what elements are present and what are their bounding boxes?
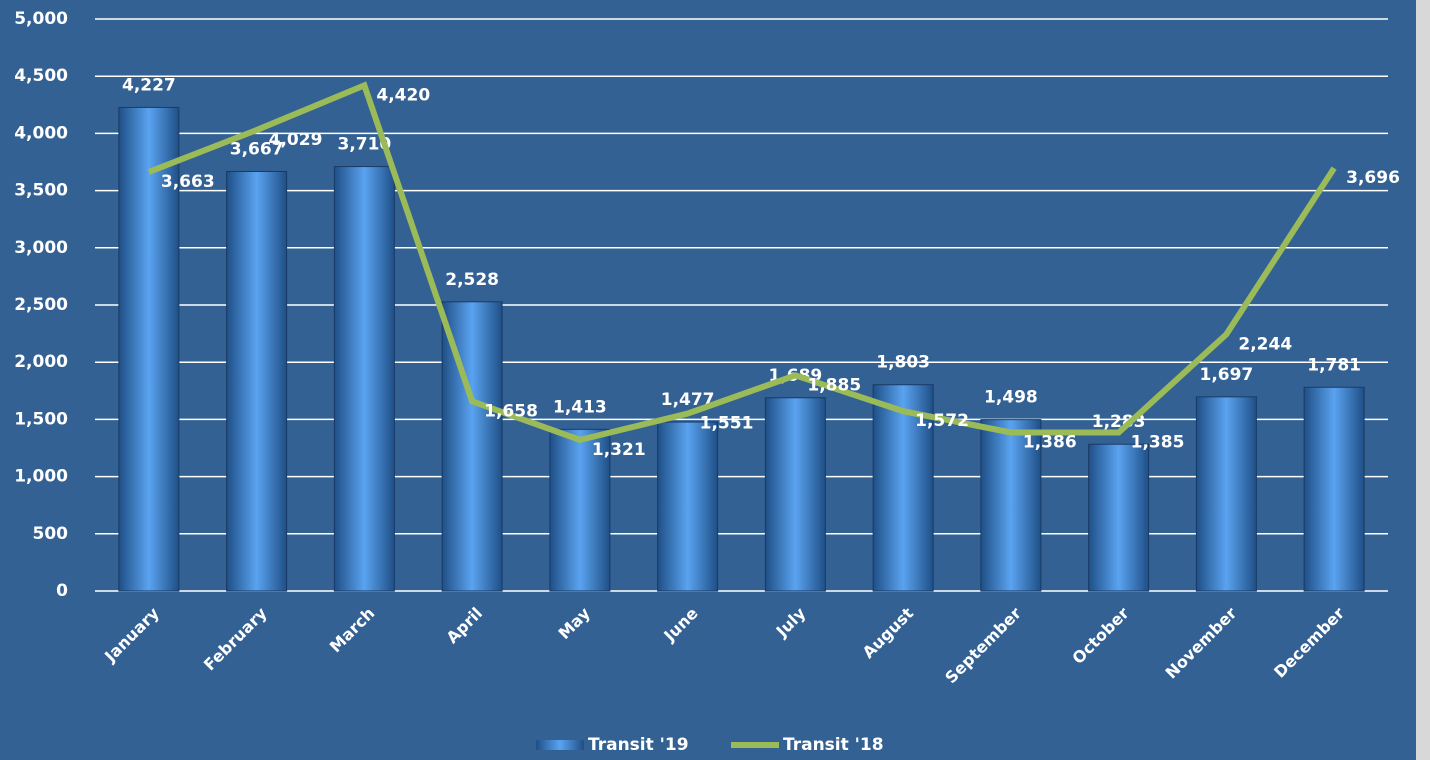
bar-label: 3,667	[230, 139, 284, 159]
bar	[657, 421, 719, 592]
line-label: 1,551	[700, 414, 754, 434]
bar-label: 1,413	[553, 397, 607, 417]
bar-label: 3,710	[337, 135, 391, 155]
y-tick-label: 1,500	[14, 409, 68, 429]
line-label: 1,385	[1131, 433, 1185, 453]
bar-label: 4,227	[122, 75, 176, 95]
legend-label: Transit '18	[783, 735, 884, 755]
bar-label: 1,803	[876, 353, 930, 373]
bar	[333, 166, 395, 592]
y-tick-label: 3,000	[14, 238, 68, 258]
bar-label: 1,477	[661, 390, 715, 410]
bar	[764, 397, 826, 592]
line-label: 1,658	[484, 401, 538, 421]
line-label: 1,885	[807, 375, 861, 395]
line-label: 3,696	[1346, 168, 1400, 188]
line	[147, 81, 1337, 444]
y-tick-label: 500	[33, 524, 69, 544]
bar	[226, 170, 288, 592]
legend-swatch	[536, 740, 584, 750]
side-strip	[1416, 0, 1430, 760]
bar-label: 2,528	[445, 270, 499, 290]
line-label: 1,572	[915, 411, 969, 431]
line-label: 1,386	[1023, 432, 1077, 452]
bar	[1088, 443, 1150, 592]
bar-label: 1,697	[1199, 365, 1253, 385]
line-label: 1,321	[592, 440, 646, 460]
line-label: 2,244	[1238, 334, 1292, 354]
y-tick-label: 3,500	[14, 181, 68, 201]
y-tick-label: 0	[56, 581, 68, 601]
y-tick-label: 5,000	[14, 9, 68, 29]
legend-label: Transit '19	[588, 735, 689, 755]
line-label: 3,663	[161, 172, 215, 192]
line-label: 4,029	[269, 130, 323, 150]
bar-label: 1,498	[984, 388, 1038, 408]
line-label: 4,420	[376, 85, 430, 105]
y-tick-label: 1,000	[14, 467, 68, 487]
bar	[1303, 386, 1365, 592]
y-tick-label: 2,500	[14, 295, 68, 315]
bar	[980, 419, 1042, 592]
y-tick-label: 2,000	[14, 352, 68, 372]
bar	[872, 384, 934, 592]
bar	[549, 428, 611, 592]
bar	[1195, 396, 1257, 592]
y-tick-label: 4,000	[14, 123, 68, 143]
bar-label: 1,781	[1307, 355, 1361, 375]
y-tick-label: 4,500	[14, 66, 68, 86]
bar	[118, 106, 180, 592]
